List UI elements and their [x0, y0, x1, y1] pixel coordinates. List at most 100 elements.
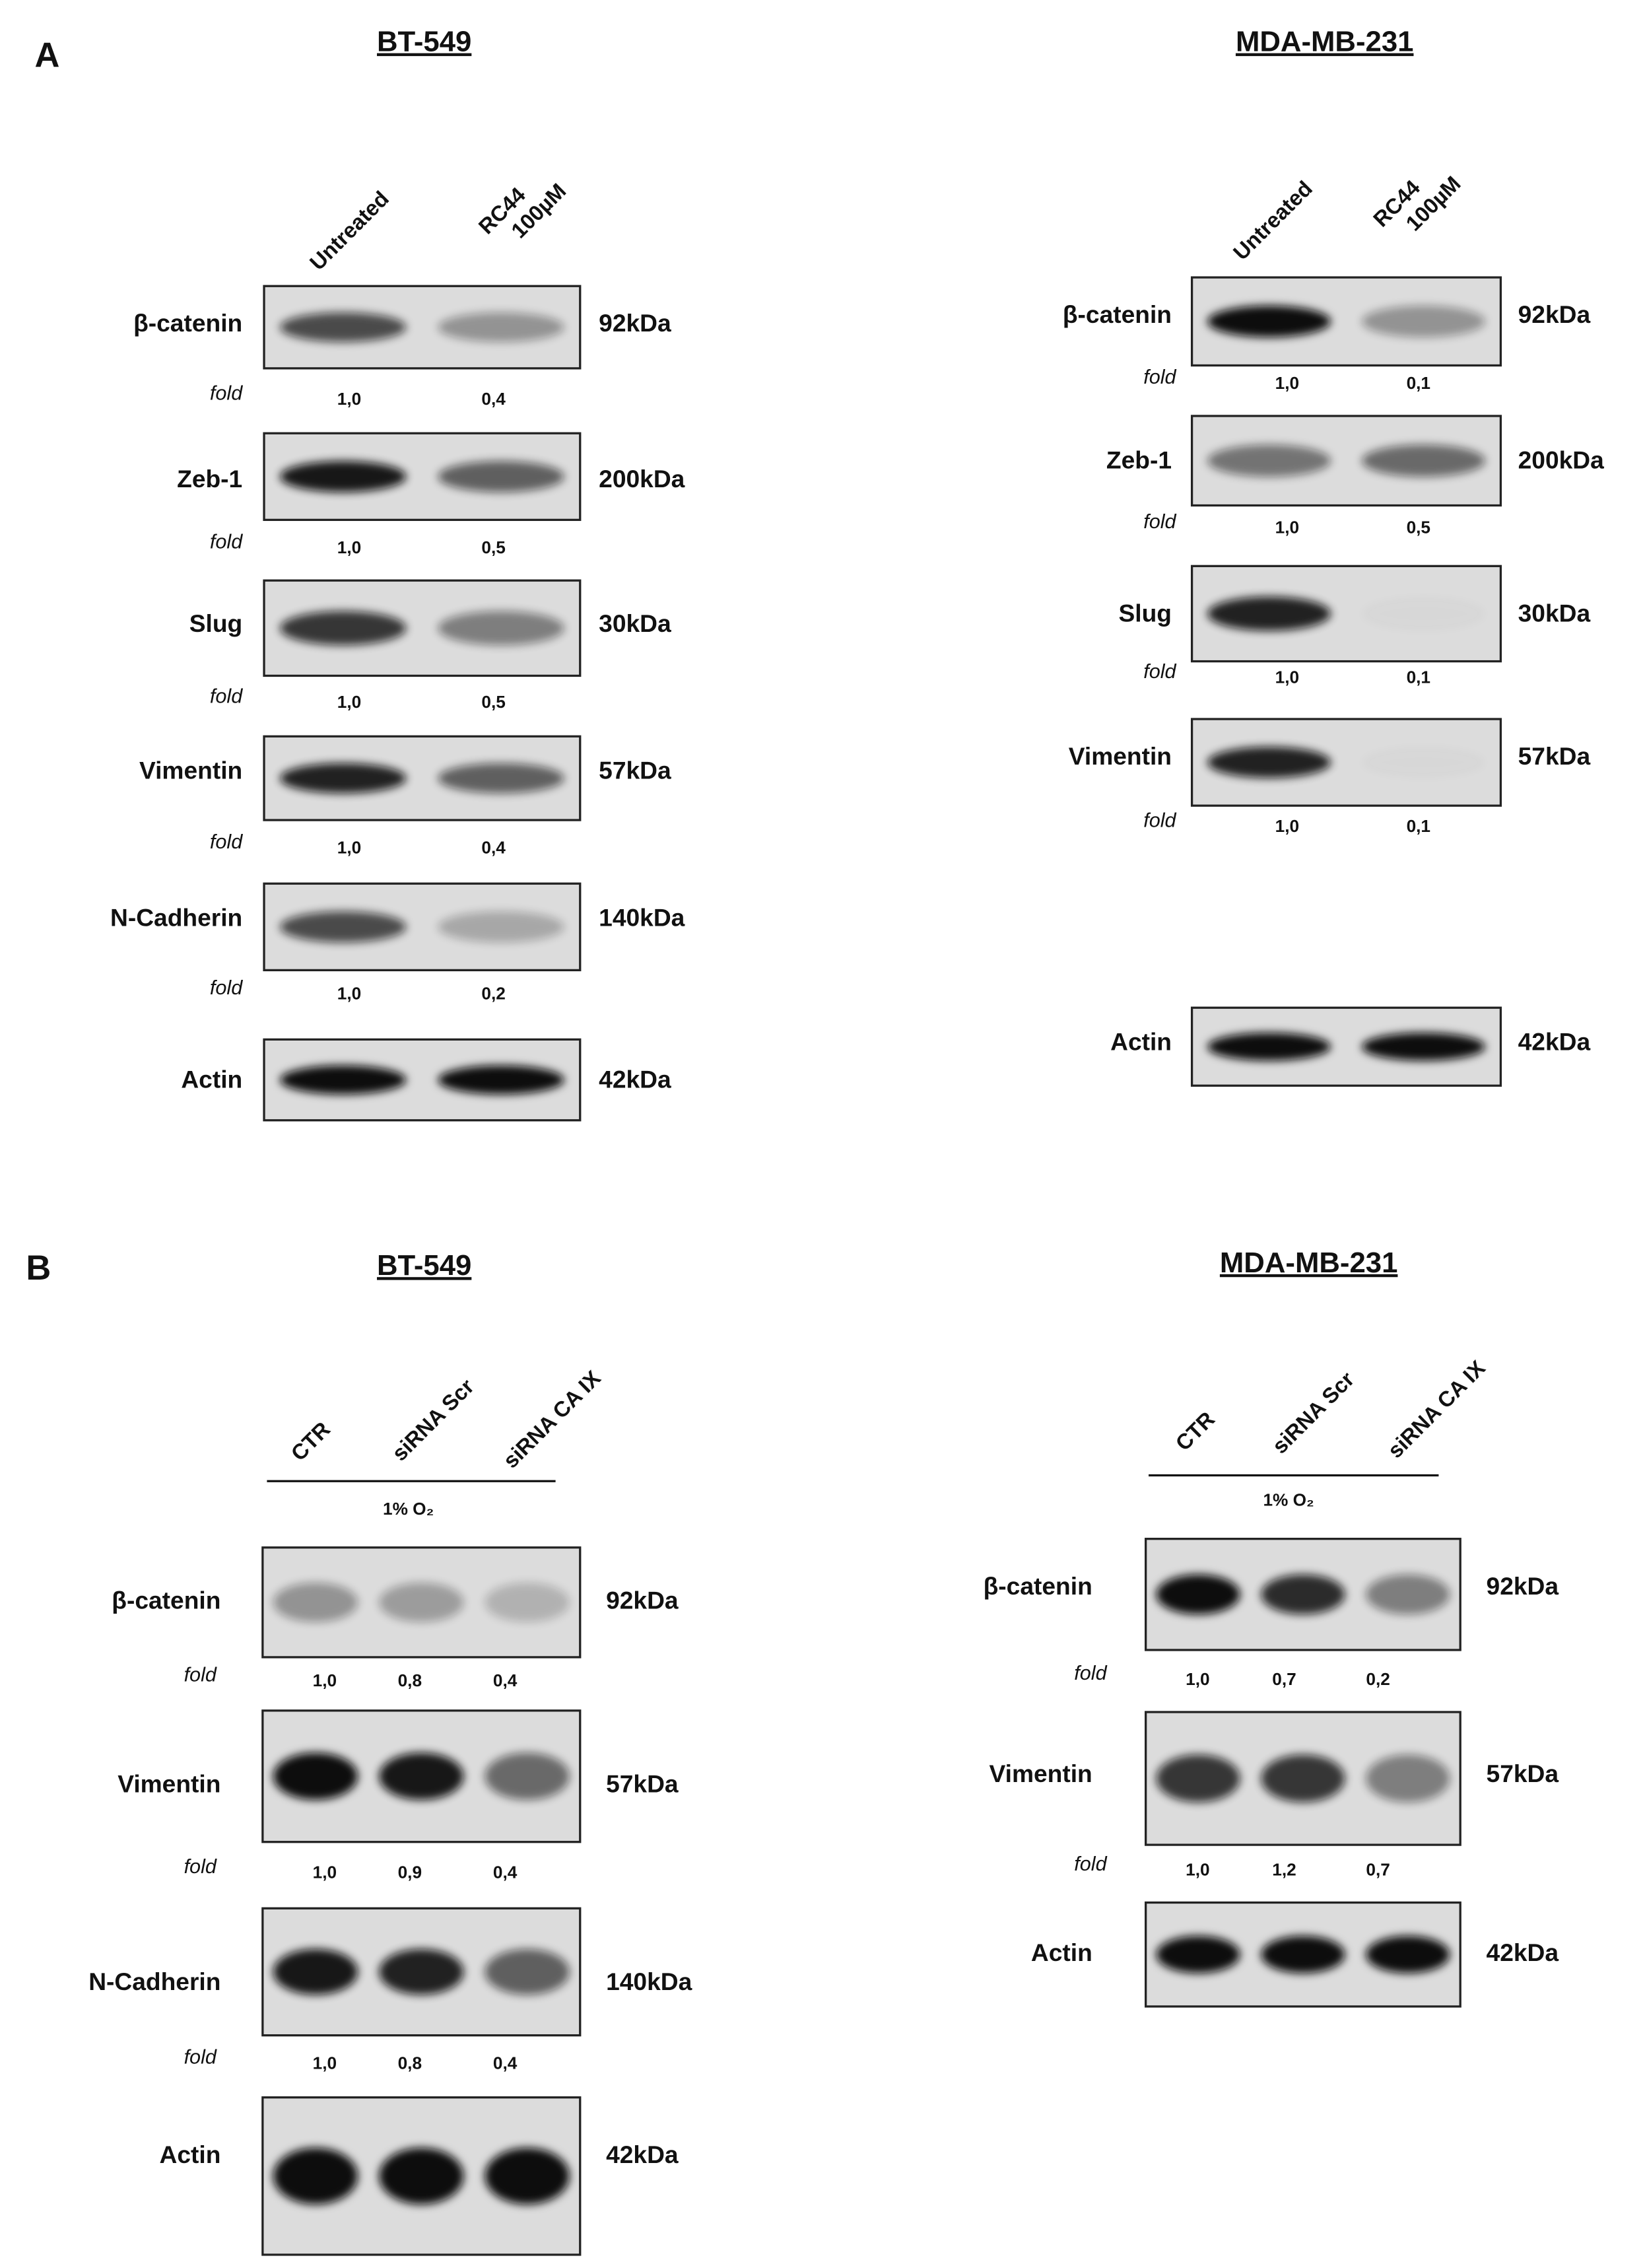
band [438, 1065, 564, 1095]
fold-label: fold [210, 685, 243, 707]
fold-value: 1,0 [337, 983, 361, 1003]
fold-value: 0,4 [481, 389, 506, 409]
fold-value: 0,4 [493, 1670, 518, 1690]
fold-label: fold [210, 382, 243, 404]
band [273, 1582, 358, 1622]
fold-label: fold [1143, 660, 1176, 683]
kda-label: 42kDa [606, 2141, 679, 2168]
protein-label: Actin [181, 1066, 242, 1093]
fold-value: 0,4 [493, 1863, 518, 1882]
lane-label: siRNA Scr [1267, 1367, 1359, 1459]
fold-value: 1,0 [337, 838, 361, 858]
fold-value: 0,8 [398, 2053, 422, 2073]
panel-label: A [34, 37, 59, 75]
lane-label-line: siRNA Scr [1267, 1367, 1359, 1459]
band [1207, 747, 1331, 778]
band [438, 763, 564, 794]
band [485, 2147, 570, 2205]
kda-label: 200kDa [599, 465, 685, 493]
kda-label: 42kDa [1487, 1939, 1559, 1966]
protein-label: Actin [160, 2141, 221, 2168]
panel-label: B [26, 1249, 51, 1288]
protein-label: Slug [1119, 599, 1172, 627]
fold-value: 0,7 [1366, 1859, 1390, 1879]
fold-value: 0,1 [1407, 816, 1430, 836]
lane-label-line: Untreated [304, 186, 393, 275]
band [279, 611, 407, 646]
fold-value: 1,0 [1275, 517, 1299, 537]
band [1207, 305, 1331, 337]
fold-label: fold [210, 831, 243, 853]
fold-value: 1,0 [337, 389, 361, 409]
band [1156, 1574, 1240, 1615]
band [279, 911, 407, 943]
band [1207, 444, 1331, 477]
kda-label: 30kDa [599, 609, 671, 637]
band [379, 1948, 464, 1995]
kda-label: 92kDa [599, 309, 671, 337]
fold-value: 1,0 [1186, 1859, 1209, 1879]
lane-label: siRNA CA IX [1382, 1356, 1489, 1462]
fold-value: 0,4 [481, 838, 506, 858]
fold-label: fold [184, 2046, 217, 2069]
protein-label: Zeb-1 [1106, 446, 1172, 474]
kda-label: 57kDa [599, 757, 671, 784]
protein-label: β-catenin [1063, 300, 1172, 328]
protein-label: Vimentin [118, 1770, 220, 1797]
band [1261, 1935, 1345, 1974]
kda-label: 92kDa [606, 1587, 679, 1614]
protein-label: Vimentin [1069, 742, 1172, 770]
band [1261, 1574, 1345, 1615]
band [379, 1752, 464, 1801]
protein-label: Actin [1110, 1028, 1172, 1056]
band [1366, 1754, 1450, 1803]
fold-label: fold [1143, 809, 1176, 831]
band [485, 1752, 570, 1801]
lane-label: Untreated [304, 186, 393, 275]
blot-title: BT-549 [377, 1249, 471, 1282]
fold-label: fold [1143, 510, 1176, 533]
blot-title: MDA-MB-231 [1220, 1247, 1398, 1279]
kda-label: 92kDa [1518, 300, 1591, 328]
band [379, 1582, 464, 1622]
fold-value: 0,5 [1407, 517, 1430, 537]
protein-label: Slug [189, 609, 243, 637]
fold-label: fold [1074, 1853, 1107, 1875]
protein-label: β-catenin [112, 1587, 220, 1614]
band [1261, 1754, 1345, 1803]
band [1156, 1935, 1240, 1974]
fold-label: fold [210, 977, 243, 999]
fold-value: 0,7 [1272, 1669, 1296, 1689]
fold-value: 0,9 [398, 1863, 422, 1882]
fold-value: 1,0 [337, 537, 361, 557]
fold-value: 1,0 [337, 692, 361, 712]
blot-title: MDA-MB-231 [1236, 26, 1414, 58]
fold-value: 1,0 [313, 2053, 337, 2073]
band [438, 611, 564, 646]
kda-label: 42kDa [599, 1066, 671, 1093]
fold-value: 0,1 [1407, 668, 1430, 687]
kda-label: 57kDa [606, 1770, 679, 1797]
protein-label: Vimentin [990, 1760, 1092, 1787]
fold-label: fold [210, 530, 243, 553]
band [438, 312, 564, 342]
kda-label: 57kDa [1487, 1760, 1559, 1787]
protein-label: β-catenin [133, 309, 242, 337]
fold-value: 0,5 [481, 692, 505, 712]
lane-label-line: CTR [1170, 1406, 1219, 1455]
protein-label: N-Cadherin [110, 904, 242, 932]
kda-label: 140kDa [606, 1968, 692, 1995]
band [279, 1065, 407, 1095]
band [379, 2147, 464, 2205]
band [1362, 596, 1485, 631]
fold-value: 0,8 [398, 1670, 422, 1690]
band [1156, 1754, 1240, 1803]
fold-label: fold [1074, 1662, 1107, 1684]
band [1362, 747, 1485, 778]
lane-label: Untreated [1228, 176, 1316, 264]
lane-label-line: siRNA CA IX [1382, 1356, 1489, 1462]
blot-title: BT-549 [377, 26, 471, 58]
lane-label: siRNA CA IX [498, 1365, 605, 1472]
